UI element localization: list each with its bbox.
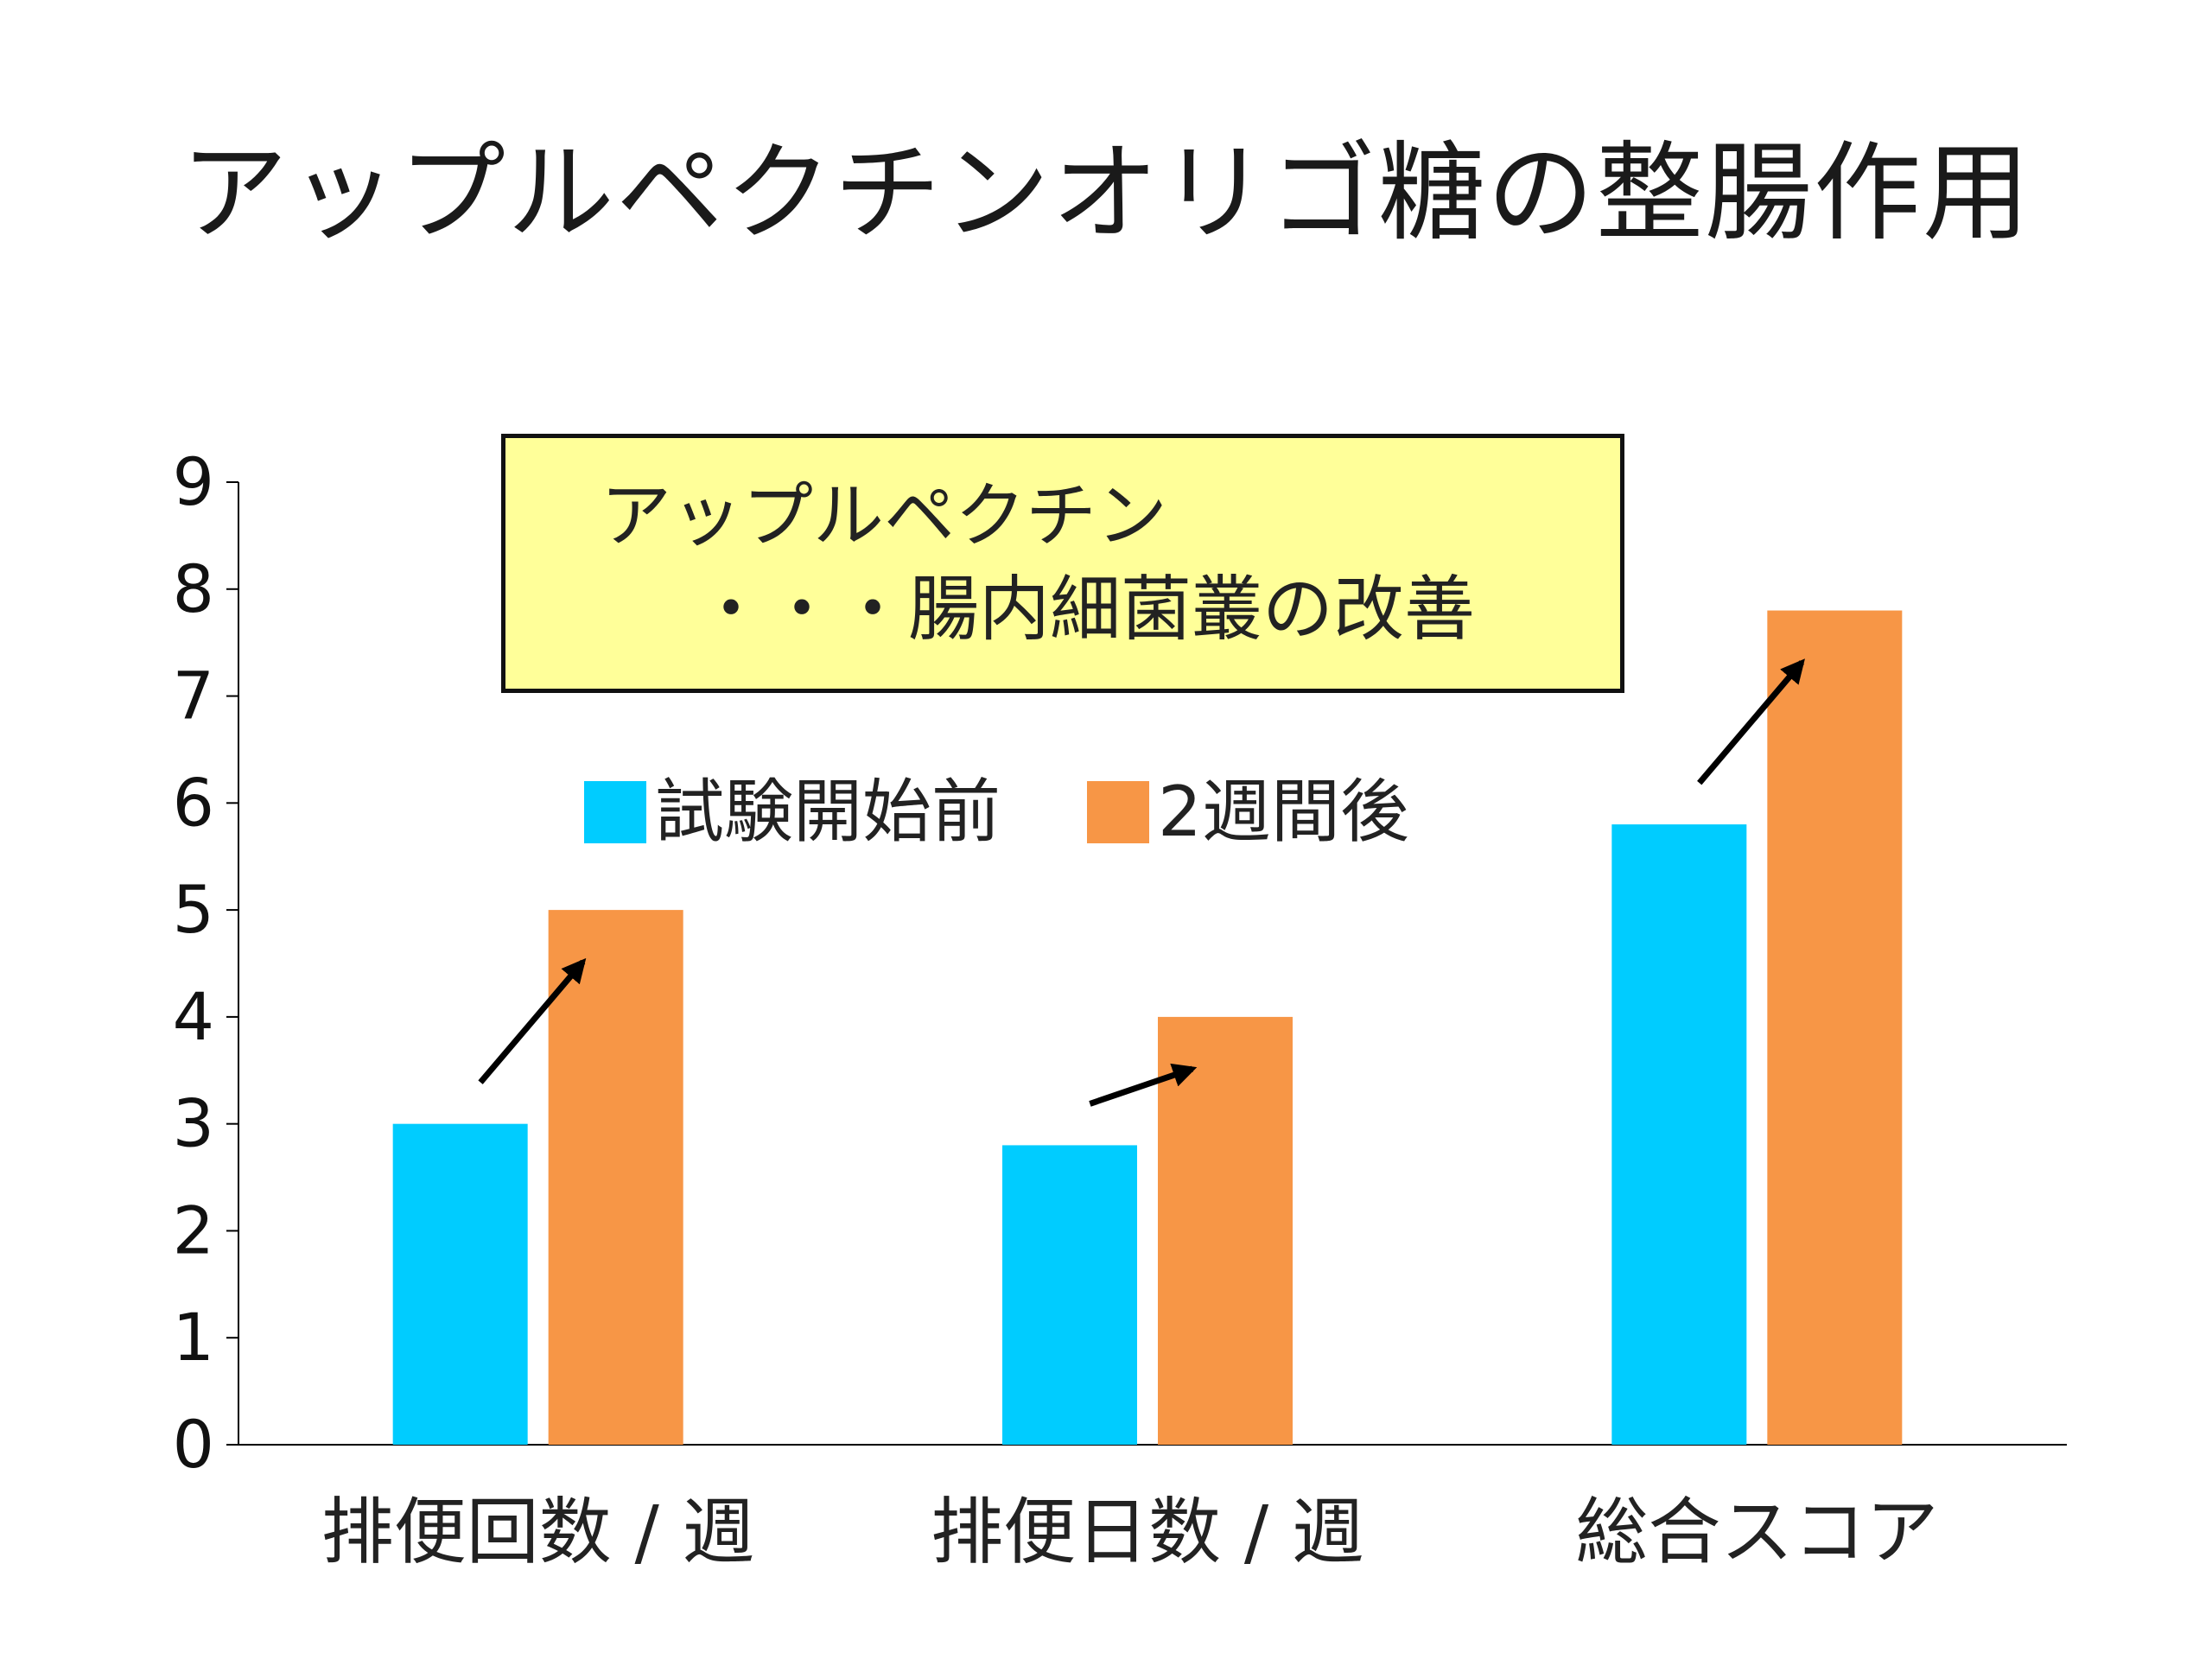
y-tick-label: 9 xyxy=(173,443,214,520)
y-tick-label: 4 xyxy=(173,978,214,1055)
legend-label-after: 2週間後 xyxy=(1158,772,1409,852)
bar-before xyxy=(1002,1145,1137,1445)
bar-after xyxy=(1158,1016,1293,1445)
y-tick-label: 1 xyxy=(173,1299,214,1376)
y-axis: 0 1 2 3 4 5 6 7 8 9 xyxy=(173,443,239,1483)
legend-swatch-after xyxy=(1087,781,1149,843)
bar-before xyxy=(392,1123,528,1445)
y-tick-label: 0 xyxy=(173,1406,214,1483)
change-arrow xyxy=(1697,658,1805,785)
note-line-1: アップルペクチン xyxy=(601,475,1168,557)
y-tick-label: 2 xyxy=(173,1192,214,1268)
y-tick-label: 3 xyxy=(173,1085,214,1162)
y-tick-label: 8 xyxy=(173,550,214,627)
legend-swatch-before xyxy=(584,781,646,843)
change-arrow xyxy=(1089,1063,1198,1107)
y-tick-label: 7 xyxy=(173,658,214,734)
change-arrows xyxy=(478,658,1805,1107)
slide-title: アップルペクチンオリゴ糖の整腸作用 xyxy=(180,131,2031,256)
y-tick-label: 5 xyxy=(173,871,214,948)
y-tick-label: 6 xyxy=(173,764,214,841)
legend-item-after: 2週間後 xyxy=(1087,778,1409,847)
note-line-2: ・・・腸内細菌叢の改善 xyxy=(696,569,1476,651)
bar-after xyxy=(1767,610,1903,1445)
x-tick-label: 総合スコア xyxy=(1575,1490,1938,1574)
bar-after xyxy=(548,910,683,1445)
x-axis: 排便回数 / 週 排便日数 / 週 総合スコア xyxy=(238,1444,2067,1574)
change-arrow xyxy=(478,957,587,1084)
x-tick-label: 排便日数 / 週 xyxy=(931,1490,1364,1574)
bars xyxy=(392,610,1903,1445)
note-box: アップルペクチン ・・・腸内細菌叢の改善 xyxy=(501,434,1624,693)
legend: 試験開始前 2週間後 xyxy=(584,765,1496,860)
bar-before xyxy=(1611,824,1747,1445)
legend-label-before: 試験開始前 xyxy=(655,772,1001,852)
x-tick-label: 排便回数 / 週 xyxy=(321,1490,755,1574)
legend-item-before: 試験開始前 xyxy=(584,778,1001,847)
